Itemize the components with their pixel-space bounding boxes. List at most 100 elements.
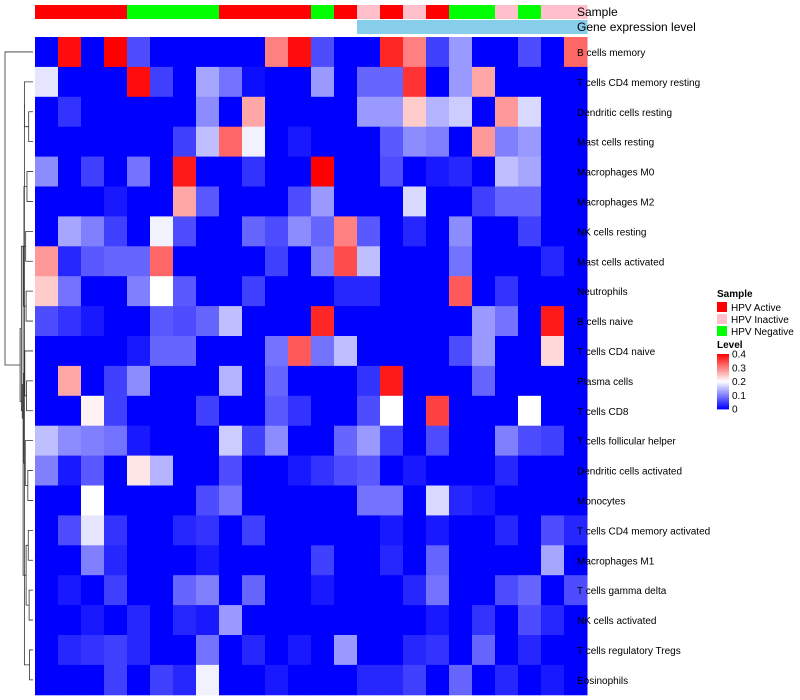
legend-tick-label: 0.4 [732,350,746,361]
heatmap-cell [334,306,358,337]
heatmap-cell [380,37,404,68]
heatmap-cell [127,276,151,307]
heatmap-cell [334,485,358,516]
heatmap-cell [380,485,404,516]
heatmap-cell [242,515,266,546]
heatmap-cell [150,306,174,337]
heatmap-cell [150,37,174,68]
expression-annotation-cell [127,20,151,34]
heatmap-cell [403,96,427,128]
heatmap-cell [58,156,82,187]
heatmap-cell [173,605,197,636]
column-annotations [35,5,588,34]
heatmap-cell [495,276,519,307]
heatmap-cell [564,37,588,68]
heatmap-cell [127,575,151,606]
heatmap-cell [518,545,542,576]
heatmap-cell [219,336,243,367]
heatmap-cell [265,336,289,367]
heatmap-cell [495,156,519,187]
legend-level-title: Level [717,340,743,351]
heatmap-cell [449,216,473,247]
sample-annotation-cell [104,5,128,19]
heatmap-cell [334,96,358,128]
heatmap-cell [173,425,197,457]
heatmap-cell [242,216,266,247]
sample-annotation-cell [81,5,105,19]
heatmap-cell [472,156,496,187]
heatmap-cell [196,455,220,486]
heatmap-cell [495,66,519,98]
heatmap-cell [426,186,450,217]
expression-annotation-cell [104,20,128,34]
heatmap-cell [334,455,358,486]
sample-annotation-cell [403,5,427,19]
heatmap-cell [357,635,381,666]
heatmap-cell [541,395,565,427]
legend-colorbar-segment [717,359,729,362]
expression-annotation-cell [265,20,289,34]
heatmap-cell [150,515,174,546]
heatmap-cell [311,66,335,98]
heatmap-cell [495,37,519,68]
heatmap-cell [104,96,128,128]
heatmap-cell [495,216,519,247]
legend-item-label: HPV Active [731,303,781,314]
heatmap-cell [380,96,404,128]
heatmap-cell [403,216,427,247]
heatmap-cell [265,306,289,337]
heatmap-cell [173,635,197,666]
heatmap-cell [58,455,82,486]
sample-annotation-cell [334,5,358,19]
heatmap-cell [288,365,312,397]
heatmap-cell [127,545,151,576]
legend-colorbar-segment [717,380,729,382]
heatmap-cell [219,276,243,307]
heatmap-cell [334,545,358,576]
heatmap-cell [81,336,105,367]
sample-annotation-cell [242,5,266,19]
legend-colorbar-segment [717,367,729,370]
heatmap-cell [242,395,266,427]
heatmap-cell [104,365,128,397]
heatmap-cell [81,126,105,158]
legend-level: Level 0.4 0.3 0.2 0.1 0 [717,340,746,416]
heatmap-cell [426,336,450,367]
heatmap-cell [518,605,542,636]
heatmap-cell [81,575,105,606]
heatmap-cell [426,156,450,187]
heatmap-cell [127,66,151,98]
annotation-label-sample: Sample [577,5,618,19]
dendrogram-branch [29,649,33,681]
heatmap-cell [334,37,358,68]
heatmap-cell [127,126,151,158]
heatmap-cell [564,664,588,696]
heatmap-cell [173,455,197,486]
legend-colorbar-segment [717,403,729,406]
heatmap-cell [81,515,105,546]
heatmap-cell [35,246,59,277]
heatmap-cell [495,246,519,277]
heatmap-cell [541,126,565,158]
heatmap-cell [357,186,381,217]
heatmap-cell [472,126,496,158]
row-dendrogram [4,51,33,681]
heatmap-cell [173,37,197,68]
dendrogram-branch [24,350,33,397]
heatmap-cell [518,515,542,546]
heatmap-cell [104,66,128,98]
heatmap-cell [196,156,220,187]
legend-colorbar-segment [717,399,729,402]
expression-annotation-cell [35,20,59,34]
heatmap-cell [357,605,381,636]
heatmap-cell [426,664,450,696]
row-label: Macrophages M1 [577,556,655,567]
heatmap-cell [127,425,151,457]
legend-colorbar-segment [717,400,729,403]
heatmap-cell [472,395,496,427]
heatmap-cell [150,336,174,367]
legend-colorbar-segment [717,391,729,393]
heatmap-cell [219,126,243,158]
heatmap-cell [104,664,128,696]
